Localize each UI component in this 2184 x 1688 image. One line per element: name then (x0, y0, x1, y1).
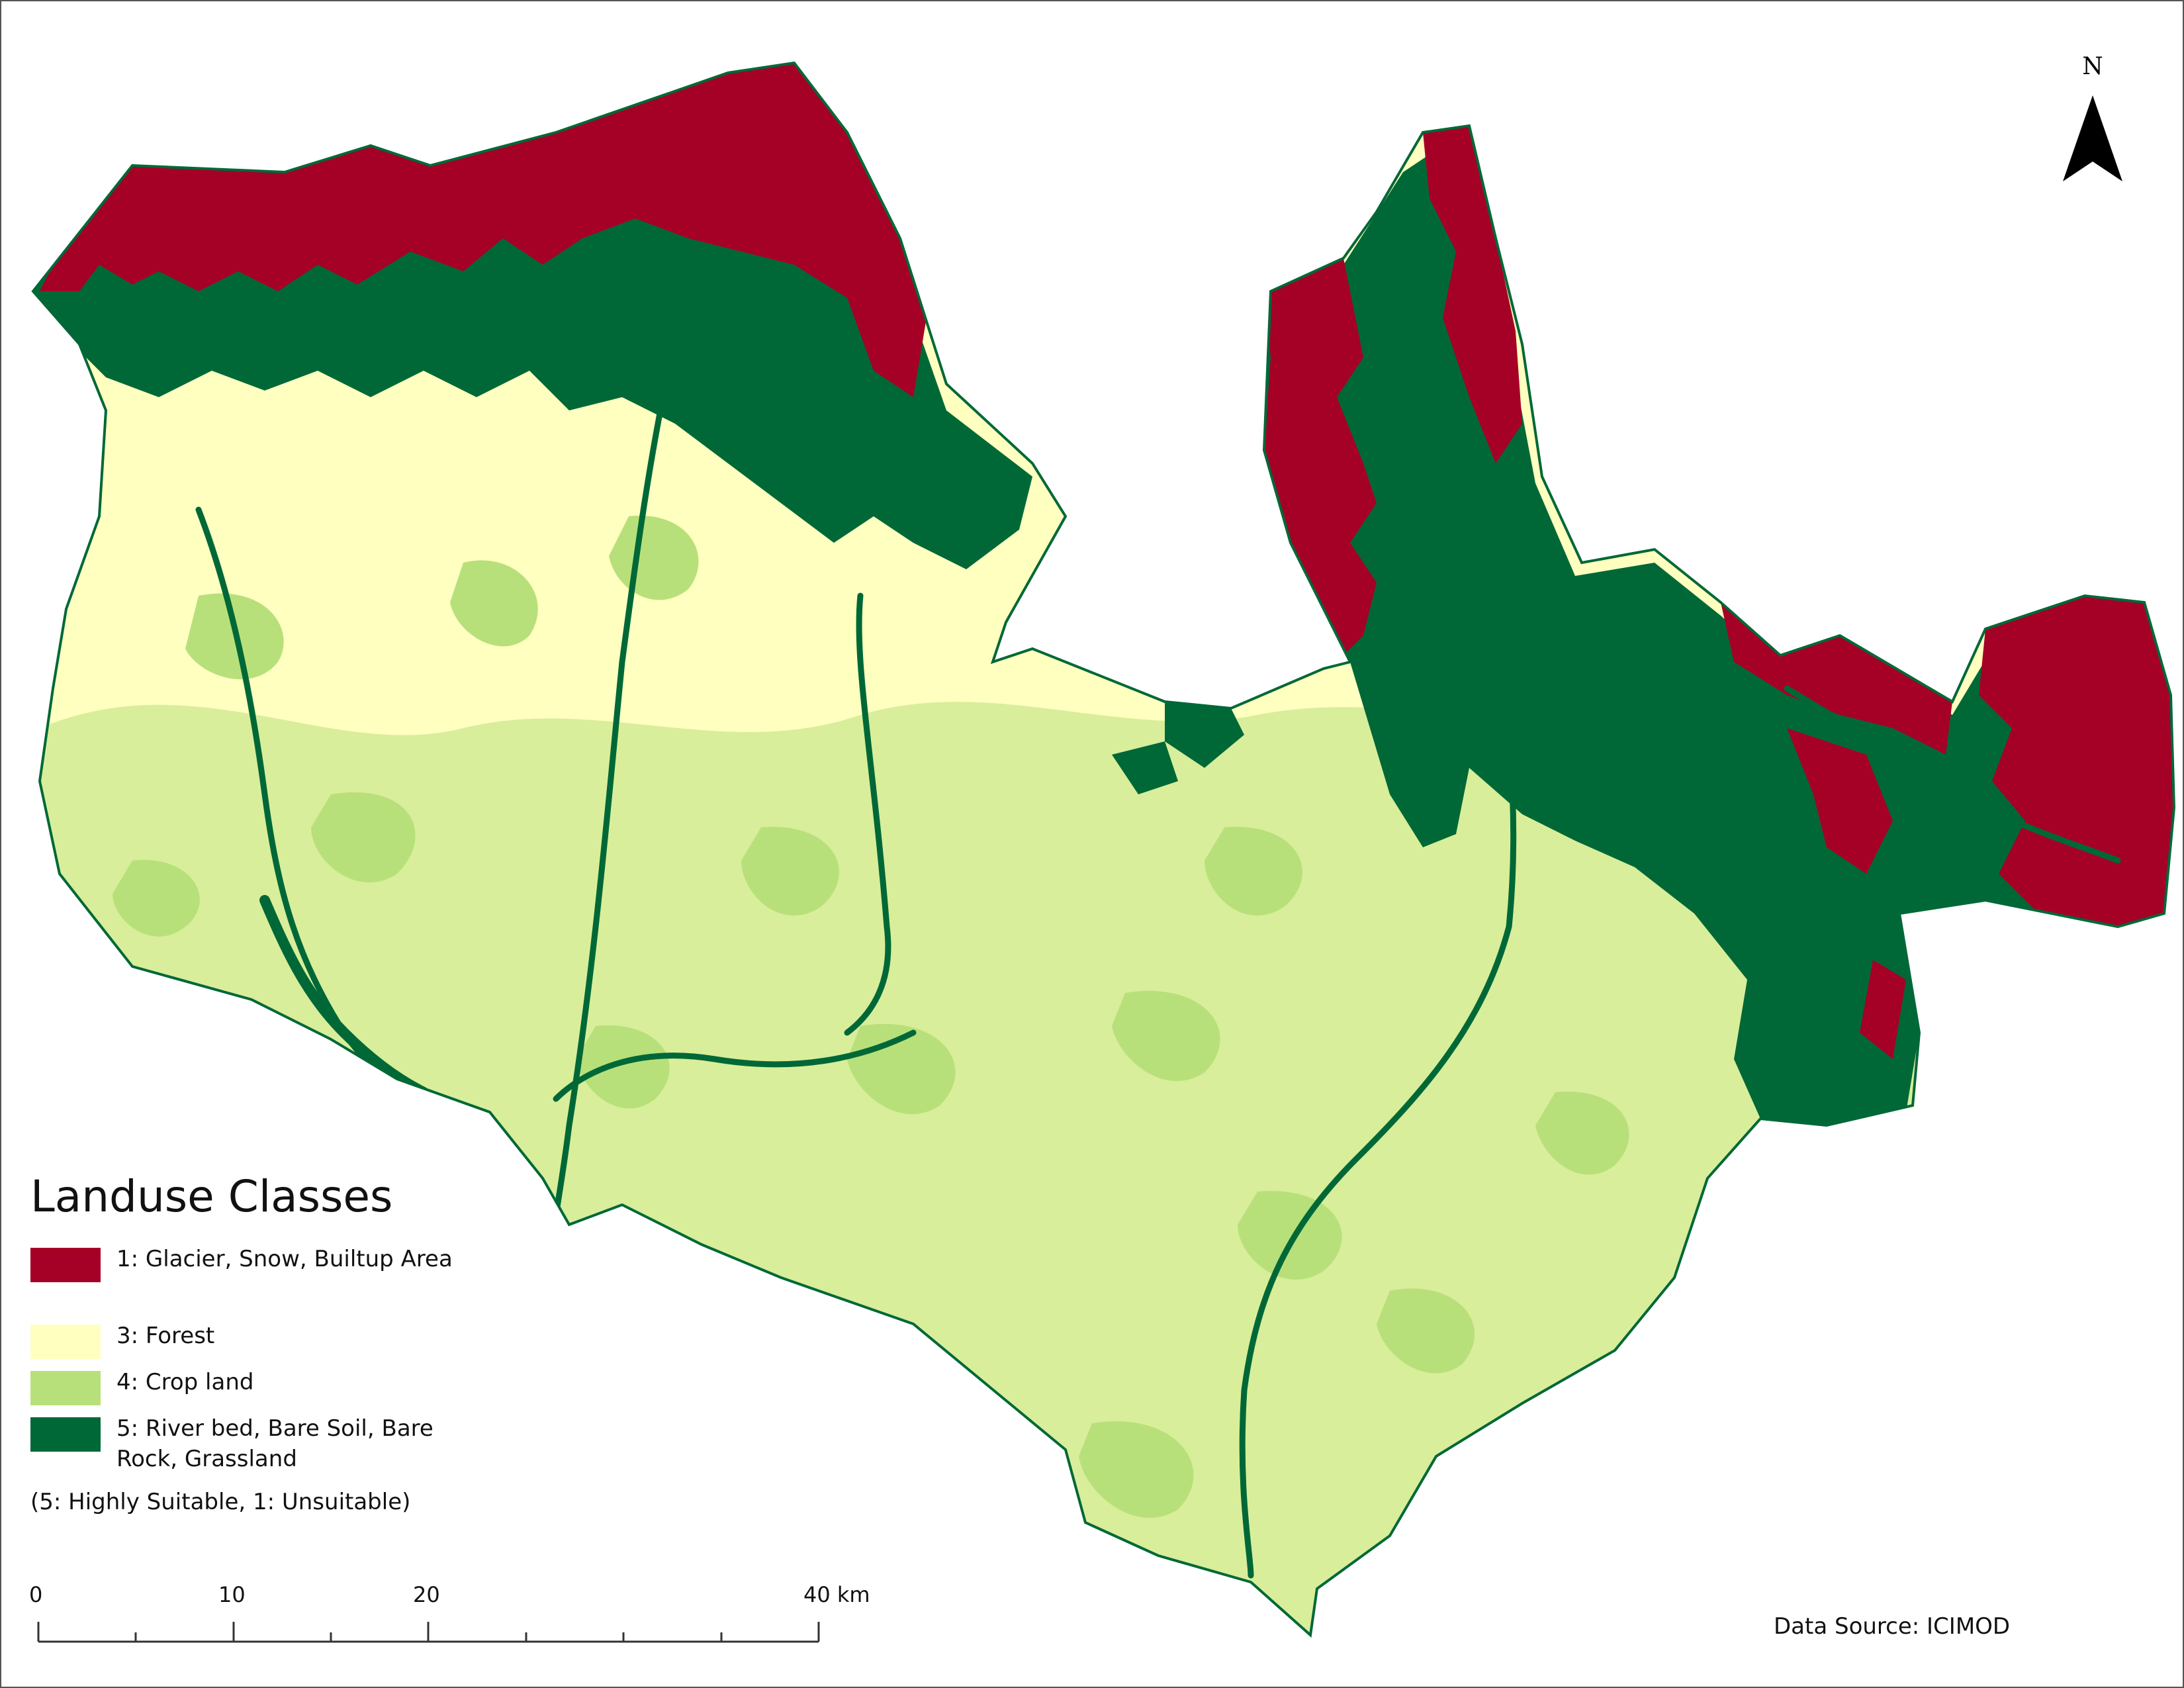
legend-note: (5: Highly Suitable, 1: Unsuitable) (30, 1489, 411, 1515)
legend-swatch-class3 (30, 1325, 101, 1359)
legend-swatch-class5 (30, 1417, 101, 1452)
north-arrow-icon (2063, 95, 2122, 181)
scale-bar: 0 10 20 40 km (26, 1582, 887, 1662)
legend-swatch-class1 (30, 1248, 101, 1282)
scale-label-0: 0 (29, 1582, 43, 1607)
legend-item-class5: 5: River bed, Bare Soil, Bare Rock, Gras… (30, 1412, 494, 1479)
legend-label-class5: 5: River bed, Bare Soil, Bare Rock, Gras… (116, 1415, 433, 1472)
legend-swatch-class4 (30, 1371, 101, 1405)
legend-item-class4: 4: Crop land (30, 1366, 494, 1405)
scale-label-40: 40 km (803, 1582, 870, 1607)
data-source: Data Source: ICIMOD (1774, 1613, 2011, 1640)
scale-bar-graphic (37, 1622, 820, 1643)
legend-label-class3: 3: Forest (116, 1323, 215, 1349)
legend-label-class4: 4: Crop land (116, 1369, 254, 1395)
legend-item-class1: 1: Glacier, Snow, Builtup Area (30, 1243, 494, 1310)
scale-label-10: 10 (218, 1582, 246, 1607)
legend-label-class1: 1: Glacier, Snow, Builtup Area (116, 1246, 453, 1272)
scale-label-20: 20 (413, 1582, 440, 1607)
north-letter: N (2082, 53, 2103, 80)
legend-title: Landuse Classes (30, 1171, 393, 1222)
legend-item-class3: 3: Forest (30, 1319, 494, 1359)
north-arrow: N (2060, 53, 2126, 192)
legend: Landuse Classes 1: Glacier, Snow, Builtu… (30, 1175, 494, 1515)
